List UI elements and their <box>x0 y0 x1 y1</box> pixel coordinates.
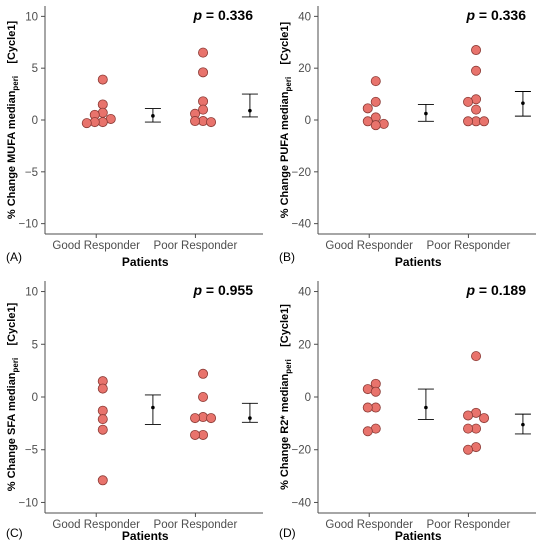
data-point <box>97 414 108 425</box>
data-point <box>370 76 381 87</box>
data-point <box>97 424 108 435</box>
chart-panel-3: −10 −5 0 5 10 Good Responder Poor ResponderPat… <box>6 281 263 543</box>
y-axis-title: % Change SFA medianperi [Cycle1] <box>6 302 20 491</box>
p-value-annotation: p = 0.336 <box>465 7 526 23</box>
y-tick-label: −5 <box>25 445 38 457</box>
data-point <box>97 99 108 110</box>
x-tick-label: Poor Responder <box>154 240 238 252</box>
data-point <box>370 96 381 107</box>
data-point <box>362 402 373 413</box>
data-point <box>206 117 217 128</box>
y-tick-label: −10 <box>18 497 38 509</box>
data-point <box>471 351 482 362</box>
y-tick-label: 20 <box>298 63 311 75</box>
x-tick-label: Good Responder <box>325 240 413 252</box>
data-point <box>362 426 373 437</box>
data-point <box>97 383 108 394</box>
y-tick-label: 10 <box>25 11 38 23</box>
data-point <box>97 405 108 416</box>
x-axis-title: Patients <box>122 529 169 543</box>
data-point <box>198 96 209 107</box>
data-point <box>198 47 209 58</box>
y-tick-label: −20 <box>291 167 311 179</box>
mean-marker <box>521 422 525 427</box>
y-tick-label: −40 <box>291 497 311 509</box>
data-point <box>463 423 474 434</box>
data-point <box>81 118 92 129</box>
y-tick-label: 20 <box>298 339 311 351</box>
data-point <box>463 96 474 107</box>
y-tick-label: 0 <box>32 392 38 404</box>
y-tick-label: 5 <box>32 339 38 351</box>
y-tick-label: −40 <box>291 219 311 231</box>
mean-marker <box>151 405 155 410</box>
data-point <box>370 386 381 397</box>
x-tick-label: Poor Responder <box>154 519 238 531</box>
chart-panel-4: −40 −20 0 20 40 Good Responder Poor ResponderP… <box>279 281 536 543</box>
data-point <box>198 391 209 402</box>
data-point <box>198 368 209 379</box>
y-tick-label: 40 <box>298 11 311 23</box>
data-point <box>198 67 209 78</box>
mean-marker <box>424 405 428 410</box>
data-point <box>190 429 201 440</box>
x-tick-label: Good Responder <box>52 519 140 531</box>
data-point <box>190 116 201 127</box>
p-value-annotation: p = 0.336 <box>192 7 253 23</box>
mean-marker <box>521 101 525 105</box>
chart-panel-1: −10 −5 0 5 10 Good Responder Poor Responder Pat… <box>6 6 263 269</box>
data-point <box>362 103 373 114</box>
y-tick-label: 0 <box>32 115 38 127</box>
y-tick-label: 5 <box>32 63 38 75</box>
x-tick-label: Poor Responder <box>427 240 511 252</box>
panel-label: (D) <box>279 526 296 540</box>
x-axis-title: Patients <box>122 255 169 269</box>
data-point <box>479 413 490 424</box>
x-axis-title: Patients <box>395 255 442 269</box>
data-point <box>198 104 209 115</box>
chart-panel-2: −40 −20 0 20 40 Good Responder Poor Responder P… <box>279 6 536 269</box>
y-tick-label: 0 <box>305 392 311 404</box>
y-tick-label: 0 <box>305 115 311 127</box>
y-tick-label: −10 <box>18 219 38 231</box>
y-tick-label: −20 <box>291 445 311 457</box>
y-axis-title: % Change MUFA medianperi [Cycle1] <box>6 21 20 220</box>
y-axis-title: % Change PUFA medianperi [Cycle1] <box>279 21 293 218</box>
mean-marker <box>248 108 252 113</box>
y-axis-title: % Change R2* medianperi [Cycle1] <box>279 304 293 490</box>
panel-label: (B) <box>279 250 295 264</box>
data-point <box>471 45 482 56</box>
y-tick-label: 10 <box>25 287 38 299</box>
data-point <box>471 104 482 115</box>
p-value-annotation: p = 0.189 <box>465 282 526 298</box>
mean-marker <box>248 416 252 420</box>
data-point <box>463 116 474 127</box>
x-tick-label: Good Responder <box>52 240 140 252</box>
data-point <box>97 475 108 486</box>
data-point <box>97 74 108 85</box>
panel-label: (C) <box>6 526 23 540</box>
x-axis-title: Patients <box>395 529 442 543</box>
data-point <box>471 65 482 76</box>
y-tick-label: 40 <box>298 287 311 299</box>
data-point <box>362 116 373 127</box>
p-value-annotation: p = 0.955 <box>192 282 253 298</box>
mean-marker <box>151 114 155 118</box>
x-tick-label: Good Responder <box>325 519 413 531</box>
data-point <box>190 413 201 424</box>
mean-marker <box>424 111 428 116</box>
x-tick-label: Poor Responder <box>427 519 511 531</box>
data-point <box>479 116 490 127</box>
data-point <box>206 413 217 424</box>
data-point <box>463 444 474 455</box>
panel-label: (A) <box>6 250 22 264</box>
data-point <box>370 120 381 131</box>
y-tick-label: −5 <box>25 167 38 179</box>
data-point <box>463 410 474 421</box>
